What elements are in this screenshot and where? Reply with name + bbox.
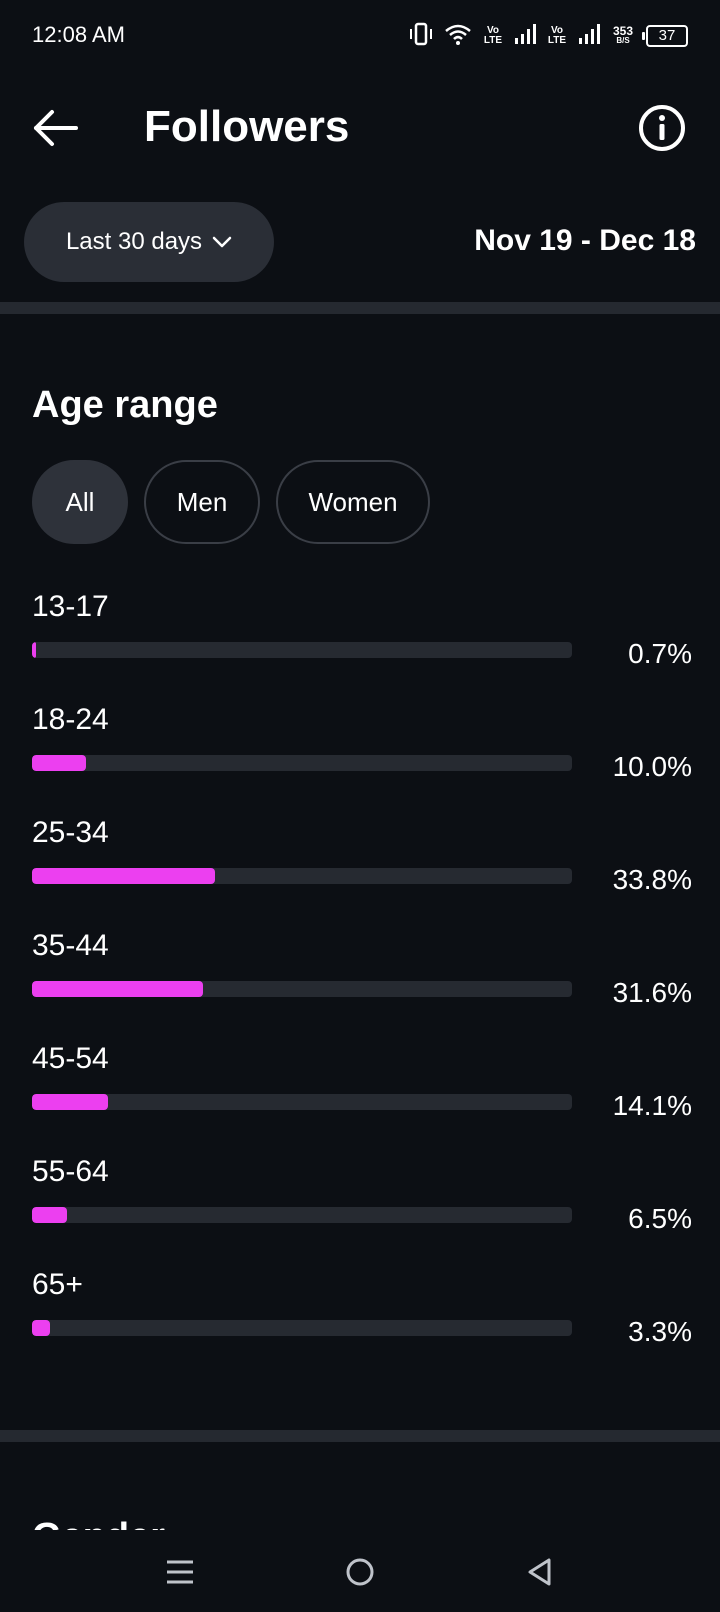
- age-row-25-34: 25-34 33.8%: [32, 812, 692, 925]
- age-percentage: 10.0%: [612, 751, 692, 782]
- network-speed-value: 353: [612, 24, 634, 38]
- age-percentage: 3.3%: [628, 1316, 692, 1347]
- date-filter-row: Last 30 days Nov 19 - Dec 18: [0, 202, 720, 284]
- age-bar-fill: [32, 1207, 68, 1223]
- age-bar-fill: [32, 755, 86, 771]
- status-icons: Vo LTE Vo LTE 353 B/S 37: [408, 20, 688, 52]
- age-bar-fill: [32, 1320, 50, 1336]
- age-bar-track: [32, 981, 572, 997]
- status-time: 12:08 AM: [32, 22, 125, 47]
- age-label: 55-64: [32, 1155, 109, 1188]
- page-title: Followers: [144, 102, 350, 151]
- date-range-text: Nov 19 - Dec 18: [474, 224, 696, 257]
- network-speed-unit: B/S: [616, 36, 630, 45]
- system-nav-bar: [0, 1530, 720, 1612]
- arrow-left-icon: [34, 110, 78, 146]
- age-label: 25-34: [32, 816, 109, 849]
- home-circle-icon: [346, 1558, 374, 1586]
- date-range-dropdown[interactable]: Last 30 days: [24, 202, 274, 282]
- age-bar-track: [32, 1094, 572, 1110]
- triangle-back-icon: [528, 1558, 551, 1586]
- age-range-list: 13-17 0.7% 18-24 10.0% 25-34 33.8% 35-44…: [32, 586, 692, 1377]
- age-percentage: 14.1%: [612, 1090, 692, 1121]
- age-label: 35-44: [32, 929, 109, 962]
- nav-back-button[interactable]: [516, 1548, 564, 1596]
- age-row-45-54: 45-54 14.1%: [32, 1038, 692, 1151]
- age-bar-fill: [32, 1094, 109, 1110]
- age-label: 65+: [32, 1268, 83, 1301]
- age-bar-track: [32, 642, 572, 658]
- age-bar-track: [32, 868, 572, 884]
- info-button[interactable]: [634, 100, 690, 156]
- wifi-icon: [444, 22, 472, 51]
- age-row-35-44: 35-44 31.6%: [32, 925, 692, 1038]
- gender-filter-chips: All Men Women: [32, 460, 430, 544]
- signal-icon-2: [578, 23, 600, 50]
- age-row-18-24: 18-24 10.0%: [32, 699, 692, 812]
- volte-label-2: Vo LTE: [547, 25, 567, 46]
- age-bar-track: [32, 1320, 572, 1336]
- age-label: 18-24: [32, 703, 109, 736]
- age-row-65-plus: 65+ 3.3%: [32, 1264, 692, 1377]
- chip-all[interactable]: All: [32, 460, 128, 544]
- back-button[interactable]: [26, 98, 86, 158]
- chevron-down-icon: [212, 236, 232, 248]
- section-divider: [0, 302, 720, 314]
- age-label: 13-17: [32, 590, 109, 623]
- age-bar-fill: [32, 868, 215, 884]
- network-speed: 353 B/S: [610, 24, 636, 46]
- age-percentage: 6.5%: [628, 1203, 692, 1234]
- date-range-selected: Last 30 days: [65, 228, 203, 255]
- nav-home-button[interactable]: [336, 1548, 384, 1596]
- menu-icon: [167, 1560, 193, 1584]
- age-percentage: 31.6%: [612, 977, 692, 1008]
- age-row-13-17: 13-17 0.7%: [32, 586, 692, 699]
- chip-women[interactable]: Women: [276, 460, 430, 544]
- age-bar-track: [32, 1207, 572, 1223]
- vibrate-icon: [408, 22, 434, 51]
- age-bar-fill: [32, 642, 36, 658]
- chip-men[interactable]: Men: [144, 460, 260, 544]
- signal-icon-1: [514, 23, 536, 50]
- age-bar-fill: [32, 981, 203, 997]
- age-label: 45-54: [32, 1042, 109, 1075]
- age-percentage: 33.8%: [612, 864, 692, 895]
- app-bar: Followers: [0, 72, 720, 184]
- chip-men-label: Men: [176, 486, 228, 517]
- nav-menu-button[interactable]: [156, 1548, 204, 1596]
- age-range-title: Age range: [32, 384, 218, 426]
- battery-icon: 37: [642, 25, 688, 47]
- age-bar-track: [32, 755, 572, 771]
- info-icon: [639, 105, 685, 151]
- status-bar: 12:08 AM Vo LTE Vo LTE 353 B/S 37: [0, 0, 720, 72]
- section-divider: [0, 1430, 720, 1442]
- age-row-55-64: 55-64 6.5%: [32, 1151, 692, 1264]
- chip-all-label: All: [65, 486, 95, 517]
- chip-women-label: Women: [308, 486, 398, 517]
- volte-label-1: Vo LTE: [483, 25, 503, 46]
- age-percentage: 0.7%: [628, 638, 692, 669]
